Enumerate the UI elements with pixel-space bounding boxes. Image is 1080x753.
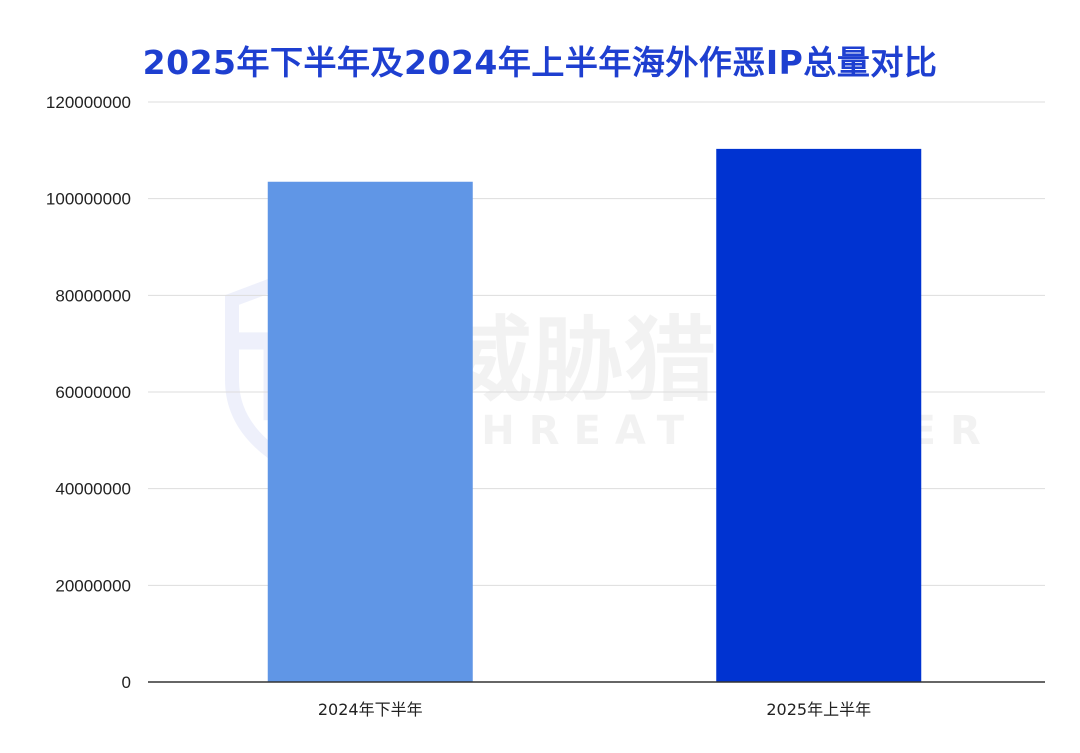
x-category-label: 2024年下半年 xyxy=(318,700,423,719)
y-tick-label: 0 xyxy=(122,673,131,692)
y-tick-label: 120000000 xyxy=(46,93,131,112)
chart-title: 2025年下半年及2024年上半年海外作恶IP总量对比 xyxy=(142,43,938,82)
bar-1 xyxy=(267,181,473,682)
y-tick-label: 60000000 xyxy=(55,383,131,402)
bar-2 xyxy=(716,148,922,683)
y-tick-label: 40000000 xyxy=(55,480,131,499)
y-tick-label: 20000000 xyxy=(55,576,131,595)
x-category-label: 2025年上半年 xyxy=(766,700,871,719)
y-axis-ticks: 0 20000000 40000000 60000000 80000000 1000000… xyxy=(46,93,131,692)
x-axis-labels: 2024年下半年 2025年上半年 xyxy=(318,700,871,719)
bars xyxy=(267,148,922,683)
y-tick-label: 80000000 xyxy=(55,286,131,305)
y-tick-label: 100000000 xyxy=(46,190,131,209)
